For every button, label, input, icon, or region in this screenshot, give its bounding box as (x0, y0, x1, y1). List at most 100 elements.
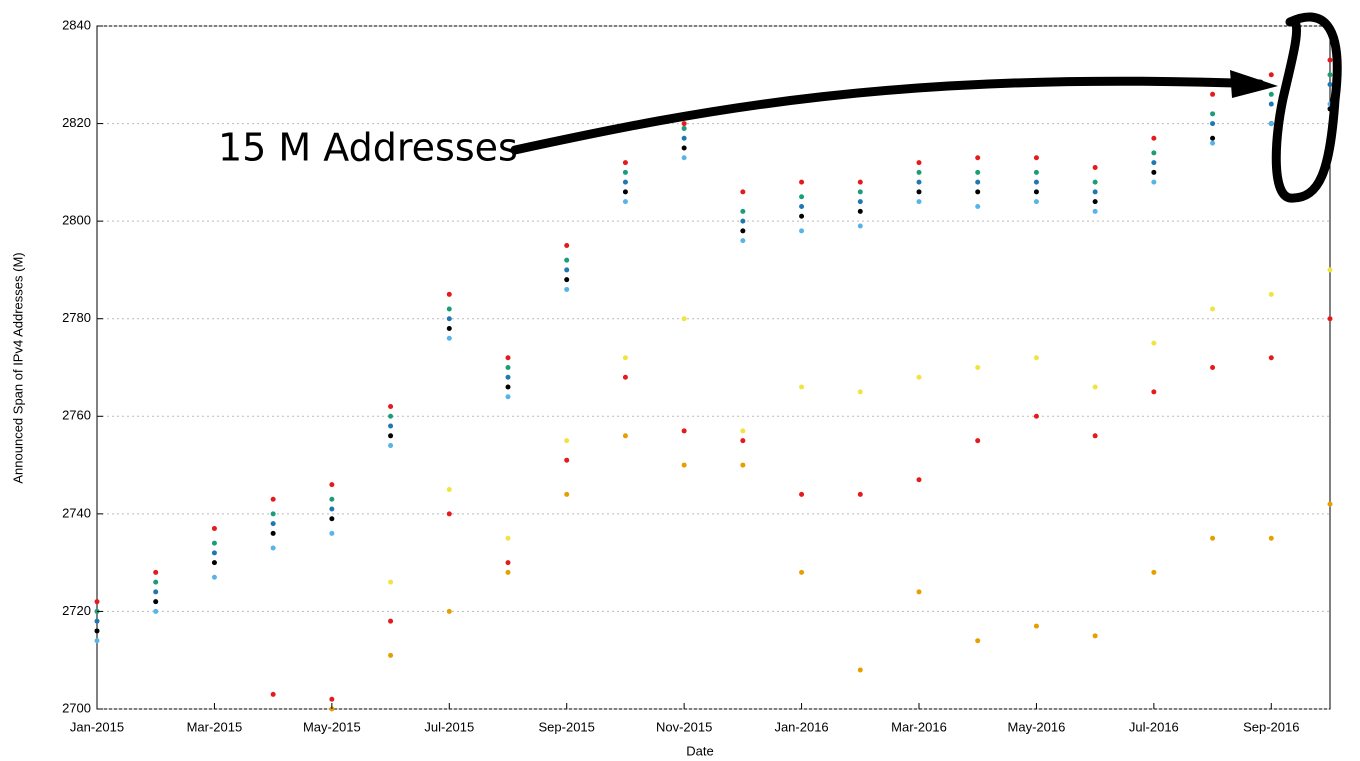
point (1092, 199, 1098, 205)
point (1092, 164, 1098, 170)
x-tick-label: Jan-2015 (70, 719, 124, 734)
point (681, 155, 687, 161)
point (1210, 111, 1216, 117)
annotation: 15 M Addresses (218, 126, 518, 170)
arrowhead (1230, 70, 1278, 98)
point (505, 569, 511, 575)
point (857, 389, 863, 395)
point (1210, 121, 1216, 127)
point (622, 160, 628, 166)
point (916, 169, 922, 175)
point (740, 228, 746, 234)
point (94, 628, 100, 634)
point (857, 223, 863, 229)
x-tick-label: Jul-2016 (1129, 719, 1179, 734)
point (505, 355, 511, 361)
point (1092, 384, 1098, 390)
point (446, 335, 452, 341)
point (153, 599, 159, 605)
point (740, 238, 746, 244)
point (211, 540, 217, 546)
point (622, 433, 628, 439)
point (564, 277, 570, 283)
point (388, 443, 394, 449)
annotation-circle (1271, 12, 1342, 203)
point (446, 511, 452, 517)
point (622, 189, 628, 195)
point (505, 394, 511, 400)
point (857, 667, 863, 673)
point (153, 589, 159, 595)
point (975, 169, 981, 175)
y-tick-label: 2780 (62, 310, 91, 325)
x-tick-label: Mar-2016 (891, 719, 947, 734)
point (211, 525, 217, 531)
point (270, 521, 276, 527)
point (1210, 135, 1216, 141)
point (1151, 569, 1157, 575)
point (681, 462, 687, 468)
point (1327, 316, 1333, 322)
point (564, 438, 570, 444)
y-tick-label: 2820 (62, 115, 91, 130)
point (270, 496, 276, 502)
point (975, 189, 981, 195)
point (916, 477, 922, 483)
point (94, 638, 100, 644)
point (211, 574, 217, 580)
x-tick-label: Jan-2016 (774, 719, 828, 734)
point (446, 325, 452, 331)
point (270, 511, 276, 517)
point (329, 696, 335, 702)
point (1268, 535, 1274, 541)
point (799, 491, 805, 497)
point (1268, 291, 1274, 297)
point (1033, 189, 1039, 195)
point (211, 560, 217, 566)
x-tick-label: Sep-2015 (539, 719, 595, 734)
point (916, 589, 922, 595)
point (799, 194, 805, 200)
x-tick-label: Jul-2015 (424, 719, 474, 734)
point (505, 365, 511, 370)
x-tick-label: Sep-2016 (1243, 719, 1299, 734)
point (564, 286, 570, 292)
point (505, 374, 511, 380)
point (1092, 179, 1098, 185)
point (740, 218, 746, 224)
point (329, 516, 335, 522)
point (564, 491, 570, 497)
point (446, 486, 452, 492)
point (740, 189, 746, 195)
point (564, 457, 570, 463)
point (388, 652, 394, 658)
point (94, 599, 100, 605)
y-tick-label: 2700 (62, 700, 91, 715)
x-tick-label: Nov-2015 (656, 719, 712, 734)
point (1268, 72, 1274, 78)
point (799, 179, 805, 185)
point (740, 438, 746, 444)
point (388, 579, 394, 585)
y-tick-label: 2840 (62, 17, 91, 32)
y-tick-label: 2740 (62, 505, 91, 520)
point (857, 179, 863, 185)
point (740, 208, 746, 214)
point (975, 204, 981, 210)
point (1092, 633, 1098, 639)
point (388, 423, 394, 429)
point (975, 638, 981, 644)
x-tick-label: May-2016 (1008, 719, 1066, 734)
point (1210, 91, 1216, 97)
point (681, 135, 687, 141)
point (270, 545, 276, 551)
x-axis-label: Date (686, 743, 713, 758)
point (505, 535, 511, 541)
point (388, 433, 394, 439)
point (1033, 179, 1039, 185)
point (1092, 433, 1098, 439)
point (740, 462, 746, 468)
point (681, 125, 687, 131)
point (1033, 623, 1039, 629)
point (1210, 535, 1216, 541)
